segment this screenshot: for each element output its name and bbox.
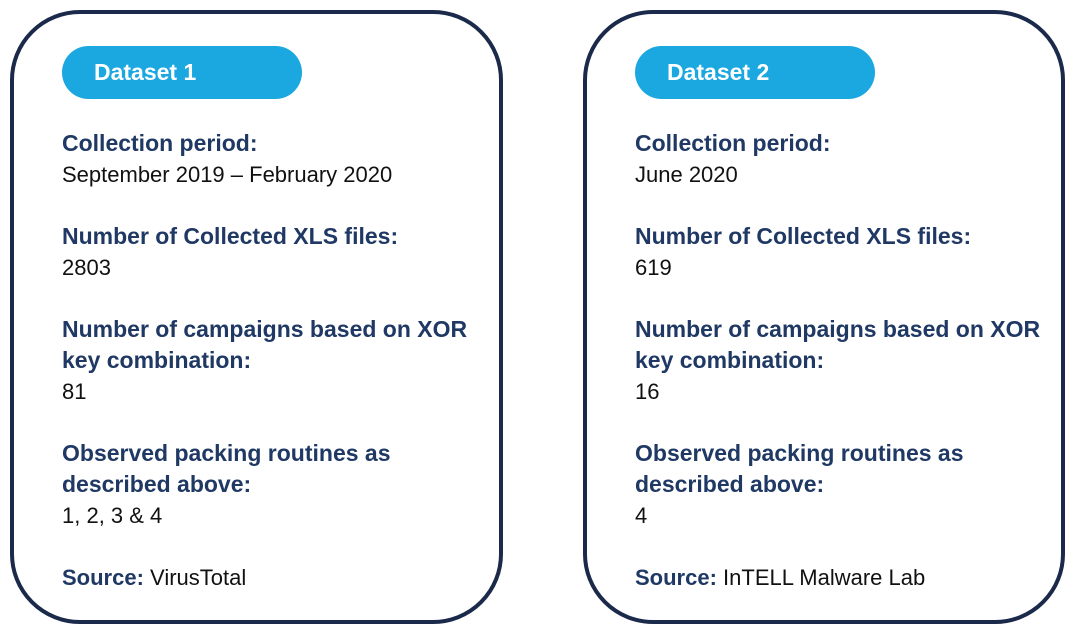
source-label: Source:: [635, 565, 717, 590]
item: Collection period: June 2020: [635, 128, 1055, 191]
item: Observed packing routines as described a…: [62, 438, 482, 532]
item: Number of campaigns based on XOR key com…: [635, 314, 1055, 408]
item: Observed packing routines as described a…: [635, 438, 1055, 532]
card-title: Dataset 2: [635, 46, 875, 99]
item-value: September 2019 – February 2020: [62, 162, 393, 187]
item-value: 1, 2, 3 & 4: [62, 503, 163, 528]
dataset-card: Dataset 2 Collection period: June 2020 Nu…: [583, 10, 1065, 624]
source-value: VirusTotal: [150, 565, 247, 590]
card-body: Collection period: September 2019 – Febru…: [62, 128, 482, 594]
item-label: Collection period:: [62, 130, 258, 156]
item-value: 2803: [62, 255, 111, 280]
item-value: 619: [635, 255, 672, 280]
item-value: 16: [635, 379, 660, 404]
dataset-card: Dataset 1 Collection period: September 20…: [10, 10, 503, 624]
source: Source: InTELL Malware Lab: [635, 562, 1055, 594]
item-value: 81: [62, 379, 87, 404]
card-body: Collection period: June 2020 Number of Co…: [635, 128, 1055, 594]
item: Collection period: September 2019 – Febru…: [62, 128, 482, 191]
item-value: June 2020: [635, 162, 738, 187]
card-title: Dataset 1: [62, 46, 302, 99]
item-label: Number of campaigns based on XOR key com…: [635, 316, 1041, 373]
item-label: Number of campaigns based on XOR key com…: [62, 316, 468, 373]
item-label: Number of Collected XLS files:: [62, 223, 399, 249]
item-label: Observed packing routines as described a…: [635, 440, 964, 497]
item-label: Number of Collected XLS files:: [635, 223, 972, 249]
item: Number of campaigns based on XOR key com…: [62, 314, 482, 408]
source-value: InTELL Malware Lab: [723, 565, 926, 590]
source: Source: VirusTotal: [62, 562, 482, 594]
item: Number of Collected XLS files: 2803: [62, 221, 482, 284]
item: Number of Collected XLS files: 619: [635, 221, 1055, 284]
item-value: 4: [635, 503, 648, 528]
item-label: Observed packing routines as described a…: [62, 440, 391, 497]
item-label: Collection period:: [635, 130, 831, 156]
source-label: Source:: [62, 565, 144, 590]
